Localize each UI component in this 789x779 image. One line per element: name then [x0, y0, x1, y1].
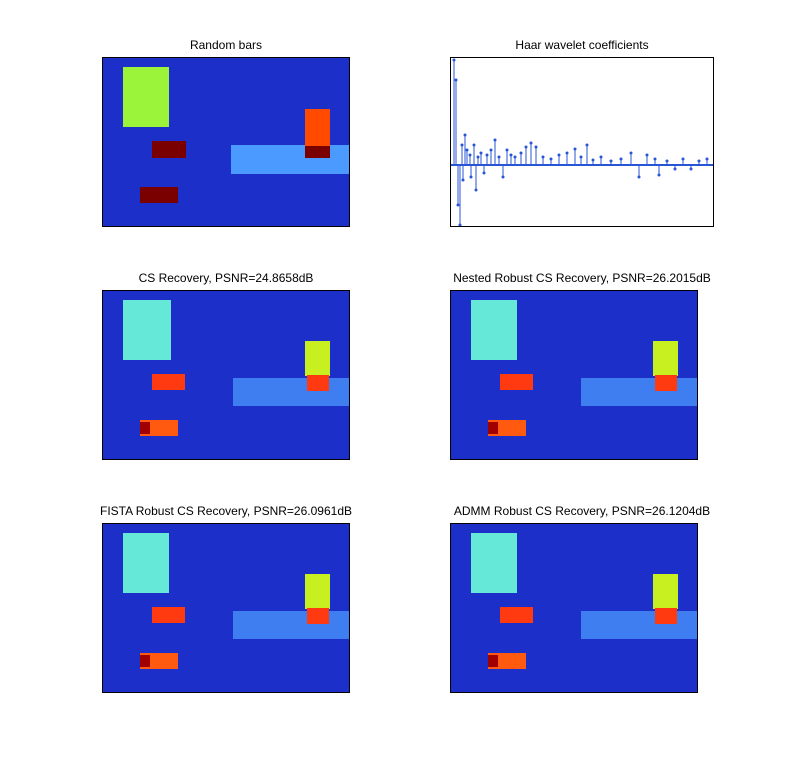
stem-marker [505, 148, 509, 152]
stem-marker [534, 145, 538, 149]
stem-marker [619, 157, 623, 161]
dark-red-bar-overlap [305, 146, 330, 158]
recovered-orange-bottom [655, 608, 677, 624]
stem-marker [476, 155, 480, 159]
stem-marker [609, 159, 613, 163]
stem-marker [689, 167, 693, 171]
stem-marker [665, 159, 669, 163]
stem-marker [549, 157, 553, 161]
panel-title-cs-recovery: CS Recovery, PSNR=24.8658dB [138, 271, 314, 285]
recovered-light-blue-region [233, 378, 349, 406]
stem-marker [460, 143, 464, 147]
haar-coefficients-plot [450, 57, 714, 227]
panel-title-fista-recovery: FISTA Robust CS Recovery, PSNR=26.0961dB [99, 504, 352, 518]
stem-marker [705, 157, 709, 161]
panel-title-nested-recovery: Nested Robust CS Recovery, PSNR=26.2015d… [453, 271, 711, 285]
stem-marker [657, 173, 661, 177]
recovered-red-upper [152, 374, 185, 390]
recovered-red-lower-dark [140, 422, 150, 434]
recovered-red-lower-dark [488, 422, 498, 434]
stem-marker [454, 78, 458, 82]
stem-marker [579, 155, 583, 159]
stem-marker [541, 155, 545, 159]
stem-marker [472, 143, 476, 147]
stem-marker [479, 151, 483, 155]
stem-marker [463, 133, 467, 137]
recovered-green-region [123, 300, 171, 360]
stem-marker [474, 188, 478, 192]
stem-marker [529, 141, 533, 145]
stem-marker [497, 155, 501, 159]
recovered-red-lower-dark [140, 655, 150, 667]
recovered-green-region [471, 300, 517, 360]
stem-marker [465, 148, 469, 152]
recovered-light-blue-region [581, 378, 697, 406]
stem-marker [697, 159, 701, 163]
stem-marker [489, 148, 493, 152]
stem-marker [645, 153, 649, 157]
recovered-orange-region [653, 341, 678, 376]
recovered-red-upper [500, 607, 533, 623]
recovered-orange-bottom [307, 608, 329, 624]
stem-marker [599, 155, 603, 159]
recovered-red-upper [500, 374, 533, 390]
dark-red-bar-upper [152, 141, 186, 158]
cs-recovery-image [102, 290, 350, 460]
panel-title-random-bars: Random bars [189, 38, 263, 52]
recovered-green-region [123, 533, 169, 593]
nested-recovery-image [450, 290, 698, 460]
stem-marker [501, 175, 505, 179]
stem-marker [513, 155, 517, 159]
recovered-orange-bottom [307, 375, 329, 391]
stem-marker [458, 223, 462, 226]
stem-marker [681, 157, 685, 161]
stem-marker [573, 147, 577, 151]
stem-marker [591, 158, 595, 162]
recovered-orange-region [305, 341, 330, 376]
stem-marker [461, 178, 465, 182]
stem-marker [524, 145, 528, 149]
stem-marker [557, 153, 561, 157]
orange-bar [305, 109, 330, 146]
stem-marker [519, 151, 523, 155]
stem-marker [482, 171, 486, 175]
dark-red-bar-lower [140, 187, 178, 203]
green-bar [123, 67, 169, 127]
recovered-orange-bottom [655, 375, 677, 391]
recovered-red-upper [152, 607, 185, 623]
recovered-orange-region [653, 574, 678, 609]
stem-marker [673, 167, 677, 171]
light-blue-bar [231, 145, 349, 174]
panel-title-haar-coefficients: Haar wavelet coefficients [515, 38, 649, 52]
fista-recovery-image [102, 523, 350, 693]
recovered-light-blue-region [233, 611, 349, 639]
stem-marker [485, 153, 489, 157]
stem-marker [509, 153, 513, 157]
stem-marker [565, 151, 569, 155]
random-bars-image [102, 57, 350, 227]
recovered-green-region [471, 533, 517, 593]
haar-stem-plot [451, 58, 713, 226]
stem-marker [468, 153, 472, 157]
stem-marker [493, 138, 497, 142]
recovered-red-lower-dark [488, 655, 498, 667]
stem-marker [452, 58, 456, 62]
stem-marker [469, 175, 473, 179]
stem-marker [585, 143, 589, 147]
stem-marker [629, 151, 633, 155]
recovered-orange-region [305, 574, 330, 609]
stem-marker [653, 157, 657, 161]
admm-recovery-image [450, 523, 698, 693]
recovered-light-blue-region [581, 611, 697, 639]
stem-marker [456, 203, 460, 207]
panel-title-admm-recovery: ADMM Robust CS Recovery, PSNR=26.1204dB [453, 504, 711, 518]
stem-marker [637, 175, 641, 179]
